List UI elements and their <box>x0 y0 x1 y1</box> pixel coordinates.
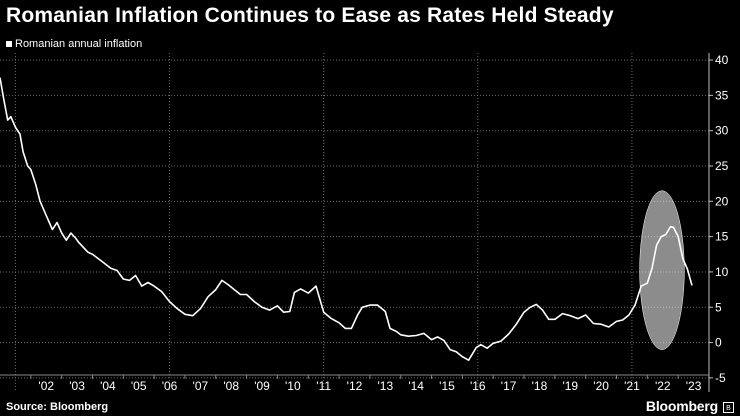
x-tick-label: '21 <box>624 379 640 393</box>
series-line <box>0 77 693 362</box>
x-tick-label: '14 <box>408 379 424 393</box>
x-tick-label: '09 <box>254 379 270 393</box>
x-tick-label: '15 <box>439 379 455 393</box>
x-tick-label: '23 <box>686 379 702 393</box>
x-tick-label: '04 <box>100 379 116 393</box>
source-note: Source: Bloomberg <box>6 401 109 413</box>
x-tick-label: '06 <box>162 379 178 393</box>
x-tick-label: '17 <box>501 379 517 393</box>
y-tick-label: 35 <box>715 88 729 102</box>
x-tick-label: '16 <box>470 379 486 393</box>
x-tick-label: '02 <box>38 379 54 393</box>
y-tick-label: 25 <box>715 159 729 173</box>
y-tick-label: 15 <box>715 230 729 244</box>
highlight-ellipse <box>639 190 685 350</box>
y-tick-label: 10 <box>715 265 729 279</box>
y-tick-label: 20 <box>715 194 729 208</box>
x-tick-label: '08 <box>223 379 239 393</box>
x-tick-label: '18 <box>532 379 548 393</box>
legend-label: Romanian annual inflation <box>15 38 143 50</box>
legend-swatch <box>6 41 12 47</box>
chart-title: Romanian Inflation Continues to Ease as … <box>6 4 614 27</box>
brand-logo: Bloomberg <box>645 398 718 414</box>
y-tick-label: 5 <box>715 300 722 314</box>
x-tick-label: '07 <box>193 379 209 393</box>
x-tick-label: '13 <box>378 379 394 393</box>
brand-mark-icon: B <box>723 402 734 413</box>
x-tick-label: '10 <box>285 379 301 393</box>
y-tick-label: 40 <box>715 53 729 67</box>
x-tick-label: '03 <box>69 379 85 393</box>
y-tick-label: 0 <box>715 336 722 350</box>
x-tick-label: '22 <box>655 379 671 393</box>
x-tick-label: '19 <box>562 379 578 393</box>
x-tick-label: '12 <box>347 379 363 393</box>
x-tick-label: '11 <box>316 379 331 393</box>
x-tick-label: '20 <box>593 379 609 393</box>
legend: Romanian annual inflation <box>6 38 142 50</box>
y-tick-label: -5 <box>715 371 726 385</box>
x-tick-label: '05 <box>131 379 147 393</box>
y-tick-label: 30 <box>715 124 729 138</box>
